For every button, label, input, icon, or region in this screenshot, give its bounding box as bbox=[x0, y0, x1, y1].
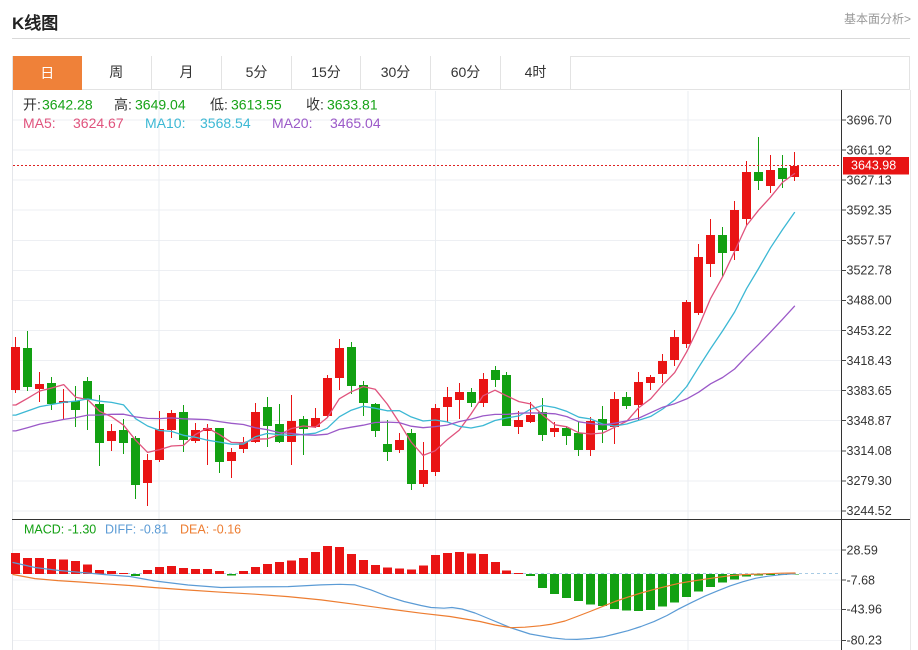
svg-text:3383.65: 3383.65 bbox=[847, 384, 892, 398]
svg-text:3488.00: 3488.00 bbox=[847, 294, 892, 308]
svg-text:3279.30: 3279.30 bbox=[847, 474, 892, 488]
svg-text:开:: 开: bbox=[23, 97, 41, 113]
svg-text:3624.67: 3624.67 bbox=[73, 115, 124, 131]
svg-text:3568.54: 3568.54 bbox=[200, 115, 251, 131]
svg-text:3465.04: 3465.04 bbox=[330, 115, 381, 131]
svg-text:DIFF: -0.81: DIFF: -0.81 bbox=[105, 523, 168, 537]
svg-text:高:: 高: bbox=[114, 97, 132, 113]
svg-text:3642.28: 3642.28 bbox=[42, 97, 93, 113]
svg-text:3522.78: 3522.78 bbox=[847, 264, 892, 278]
svg-text:DEA: -0.16: DEA: -0.16 bbox=[180, 523, 241, 537]
svg-text:MA5:: MA5: bbox=[23, 115, 56, 131]
svg-text:MA20:: MA20: bbox=[272, 115, 312, 131]
svg-text:MA10:: MA10: bbox=[145, 115, 185, 131]
svg-text:3661.92: 3661.92 bbox=[847, 143, 892, 157]
svg-text:3244.52: 3244.52 bbox=[847, 504, 892, 518]
svg-text:28.59: 28.59 bbox=[847, 544, 878, 558]
svg-text:3557.57: 3557.57 bbox=[847, 234, 892, 248]
svg-text:3633.81: 3633.81 bbox=[327, 97, 378, 113]
svg-text:-43.96: -43.96 bbox=[847, 603, 882, 617]
svg-text:3418.43: 3418.43 bbox=[847, 354, 892, 368]
svg-text:收:: 收: bbox=[306, 97, 324, 113]
svg-text:3314.08: 3314.08 bbox=[847, 444, 892, 458]
svg-text:3592.35: 3592.35 bbox=[847, 204, 892, 218]
svg-text:3627.13: 3627.13 bbox=[847, 173, 892, 187]
svg-text:3348.87: 3348.87 bbox=[847, 414, 892, 428]
svg-text:低:: 低: bbox=[210, 97, 228, 113]
svg-text:3649.04: 3649.04 bbox=[135, 97, 186, 113]
svg-text:3643.98: 3643.98 bbox=[851, 159, 896, 173]
svg-text:MACD: -1.30: MACD: -1.30 bbox=[24, 523, 96, 537]
svg-text:3613.55: 3613.55 bbox=[231, 97, 282, 113]
svg-text:-7.68: -7.68 bbox=[847, 573, 876, 587]
svg-text:3453.22: 3453.22 bbox=[847, 324, 892, 338]
svg-text:-80.23: -80.23 bbox=[847, 634, 882, 648]
svg-text:3696.70: 3696.70 bbox=[847, 113, 892, 127]
